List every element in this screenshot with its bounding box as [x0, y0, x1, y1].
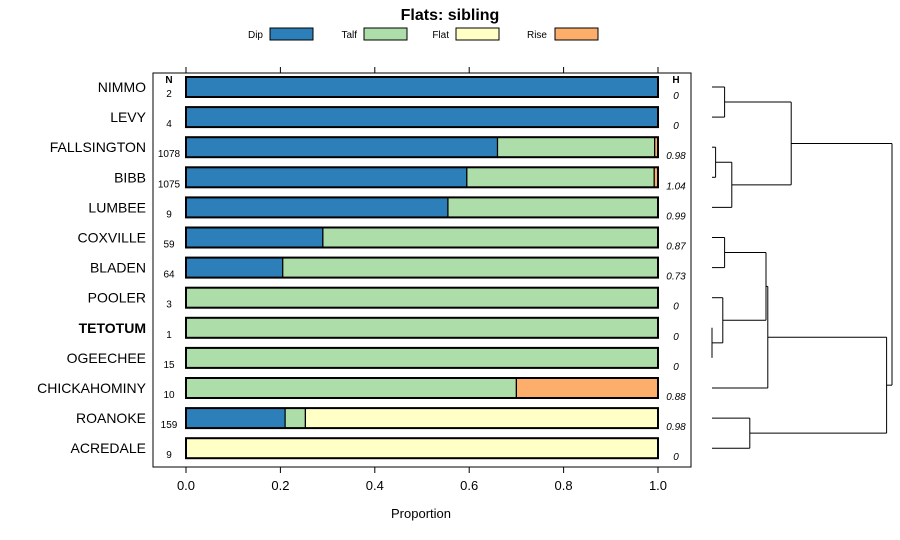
bar-bibb-talf: [466, 166, 655, 188]
category-label-tetotum: TETOTUM: [79, 320, 146, 336]
bar-outline-nimmo: [185, 76, 659, 98]
h-value-tetotum: 0: [673, 332, 679, 343]
bar-outline-bladen: [185, 256, 659, 279]
x-tick-label-0-6: 0.6: [460, 478, 478, 493]
h-value-pooler: 0: [673, 302, 679, 313]
row-labels-group: NIMMO 2 0 LEVY 4 0 FALLSINGTON 1078 0.98 BIBB 1075…: [37, 79, 686, 463]
h-value-acredale: 0: [673, 452, 679, 463]
legend-label-flat: Flat: [432, 30, 449, 41]
category-label-fallsington: FALLSINGTON: [50, 139, 146, 155]
category-label-acredale: ACREDALE: [71, 440, 146, 456]
x-tick-label-0-8: 0.8: [555, 478, 573, 493]
h-value-roanoke: 0.98: [666, 422, 686, 433]
x-tick-label-0-0: 0.0: [177, 478, 195, 493]
bar-outline-tetotum: [185, 316, 659, 339]
bar-roanoke-talf: [284, 407, 307, 429]
legend-swatch-rise: [554, 27, 599, 41]
bar-lumbee-dip: [185, 196, 449, 218]
bar-fallsington-dip: [185, 136, 499, 158]
bar-tetotum-talf: [185, 317, 659, 339]
category-label-coxville: COXVILLE: [78, 230, 146, 246]
n-value-bibb: 1075: [158, 179, 181, 190]
legend-swatch-dip: [269, 27, 314, 41]
bar-outline-pooler: [185, 286, 659, 309]
x-axis-label: Proportion: [391, 506, 451, 521]
h-value-levy: 0: [673, 121, 679, 132]
h-value-nimmo: 0: [673, 91, 679, 102]
n-value-lumbee: 9: [166, 209, 172, 220]
category-label-ogeechee: OGEECHEE: [67, 350, 146, 366]
bar-chickahominy-rise: [515, 377, 659, 399]
category-label-levy: LEVY: [110, 109, 146, 125]
n-value-roanoke: 159: [161, 420, 178, 431]
n-value-bladen: 64: [163, 270, 175, 281]
h-column-header: H: [672, 75, 679, 86]
bar-roanoke-dip: [185, 407, 286, 429]
bar-outline-levy: [185, 106, 659, 129]
x-tick-label-1-0: 1.0: [649, 478, 667, 493]
legend-label-rise: Rise: [527, 30, 547, 41]
plot-frame: [152, 72, 692, 468]
h-value-ogeechee: 0: [673, 362, 679, 373]
bar-chickahominy-talf: [185, 377, 517, 399]
bar-acredale-flat: [185, 437, 659, 459]
dendrogram: [711, 86, 893, 449]
n-value-tetotum: 1: [166, 330, 172, 341]
bar-outline-chickahominy: [185, 377, 659, 399]
category-label-bibb: BIBB: [114, 169, 146, 185]
h-value-fallsington: 0.98: [666, 151, 686, 162]
bar-levy-dip: [185, 106, 659, 128]
bar-ogeechee-talf: [185, 347, 659, 369]
category-label-lumbee: LUMBEE: [88, 199, 146, 215]
chart-title: Flats: sibling: [401, 7, 500, 24]
n-value-nimmo: 2: [166, 89, 172, 100]
n-value-levy: 4: [166, 119, 172, 130]
bar-outline-ogeechee: [185, 346, 659, 369]
bar-outline-lumbee: [185, 196, 659, 219]
bar-bladen-dip: [185, 257, 284, 279]
n-value-pooler: 3: [166, 300, 172, 311]
bar-outline-acredale: [185, 437, 659, 460]
h-value-lumbee: 0.99: [666, 211, 686, 222]
legend-swatch-flat: [455, 27, 500, 41]
category-label-roanoke: ROANOKE: [76, 410, 146, 426]
bar-outline-bibb: [185, 166, 659, 189]
bar-coxville-dip: [185, 226, 324, 249]
bar-bibb-dip: [185, 166, 468, 188]
legend-label-talf: Talf: [341, 30, 357, 41]
n-value-acredale: 9: [166, 450, 172, 461]
h-value-coxville: 0.87: [666, 242, 686, 253]
bar-outline-roanoke: [185, 407, 659, 430]
bar-outline-coxville: [185, 226, 659, 249]
x-axis: 0.0 0.2 0.4 0.6 0.8 1.0: [177, 67, 667, 493]
legend-label-dip: Dip: [248, 30, 263, 41]
bar-nimmo-dip: [185, 76, 659, 98]
h-value-chickahominy: 0.88: [666, 392, 686, 403]
bar-coxville-talf: [322, 226, 659, 249]
legend-swatch-talf: [363, 27, 408, 41]
bar-bladen-talf: [282, 257, 659, 279]
n-value-chickahominy: 10: [163, 390, 175, 401]
category-label-bladen: BLADEN: [90, 260, 146, 276]
bar-fallsington-talf: [496, 136, 656, 158]
bar-lumbee-talf: [447, 196, 659, 218]
bars-group: [185, 76, 659, 460]
bar-outline-fallsington: [185, 136, 659, 159]
n-value-coxville: 59: [163, 240, 175, 251]
category-label-pooler: POOLER: [88, 290, 146, 306]
x-tick-label-0-4: 0.4: [366, 478, 384, 493]
legend: Dip Talf Flat Rise: [248, 27, 599, 41]
category-label-chickahominy: CHICKAHOMINY: [37, 380, 147, 396]
x-tick-label-0-2: 0.2: [271, 478, 289, 493]
h-value-bibb: 1.04: [666, 181, 686, 192]
bar-roanoke-flat: [304, 407, 659, 429]
n-value-fallsington: 1078: [158, 149, 181, 160]
n-column-header: N: [165, 75, 172, 86]
h-value-bladen: 0.73: [666, 272, 686, 283]
category-label-nimmo: NIMMO: [98, 79, 146, 95]
n-value-ogeechee: 15: [163, 360, 175, 371]
bar-pooler-talf: [185, 287, 659, 309]
